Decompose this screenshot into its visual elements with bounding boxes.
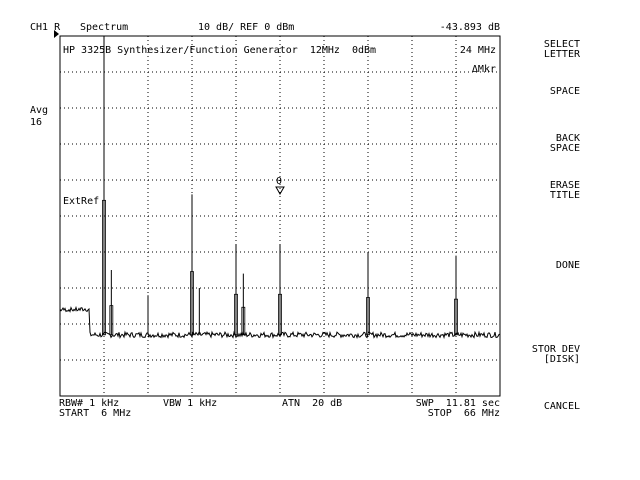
softkey-space[interactable]: SPACE xyxy=(549,86,580,97)
graticule xyxy=(60,36,500,396)
softkey-select-letter[interactable]: SELECT LETTER xyxy=(543,39,580,60)
softkey-done[interactable]: DONE xyxy=(555,260,580,271)
marker-frequency: 24 MHz xyxy=(459,45,496,56)
softkey-cancel[interactable]: CANCEL xyxy=(543,401,580,412)
average-count: 16 xyxy=(30,117,43,128)
spectral-peak-body xyxy=(366,297,370,336)
scale-readout: 10 dB/ REF 0 dBm xyxy=(198,22,295,33)
spectral-peak-body xyxy=(454,298,458,336)
noise-floor-trace xyxy=(59,305,501,340)
marker-number: 0 xyxy=(276,176,283,187)
ref-level-arrow xyxy=(54,30,59,38)
start-frequency: START 6 MHz xyxy=(59,408,132,419)
spectral-peak-body xyxy=(241,306,246,336)
rbw-readout: RBW# 1 kHz xyxy=(59,398,120,409)
spectral-peak-body xyxy=(109,305,114,336)
spectral-peak-body xyxy=(102,199,106,336)
trace-title: HP 3325B Synthesizer/Function Generator … xyxy=(63,45,377,56)
marker-triangle-icon xyxy=(275,186,285,196)
marker-readout: -43.893 dB xyxy=(439,22,500,33)
measurement-mode: Spectrum xyxy=(80,22,129,33)
spectral-peak-body xyxy=(278,293,282,336)
spectrum-trace xyxy=(59,36,501,340)
delta-marker-label: ΔMkr xyxy=(471,64,496,75)
graticule-frame xyxy=(59,35,501,397)
sweep-time-readout: SWP 11.81 sec xyxy=(415,398,500,409)
softkey-stor-dev[interactable]: STOR DEV [DISK] xyxy=(531,344,580,365)
channel-label: CH1 R xyxy=(30,22,61,33)
spectral-peak-body xyxy=(234,293,238,336)
average-label: Avg xyxy=(30,105,49,116)
softkey-back-space[interactable]: BACK SPACE xyxy=(549,133,580,154)
vbw-readout: VBW 1 kHz xyxy=(163,398,218,409)
stop-frequency: STOP 66 MHz xyxy=(427,408,500,419)
softkey-erase-title[interactable]: ERASE TITLE xyxy=(549,180,580,201)
ext-ref-indicator: ExtRef xyxy=(63,196,100,207)
attenuation-readout: ATN 20 dB xyxy=(282,398,343,409)
spectral-peak-body xyxy=(190,271,194,336)
